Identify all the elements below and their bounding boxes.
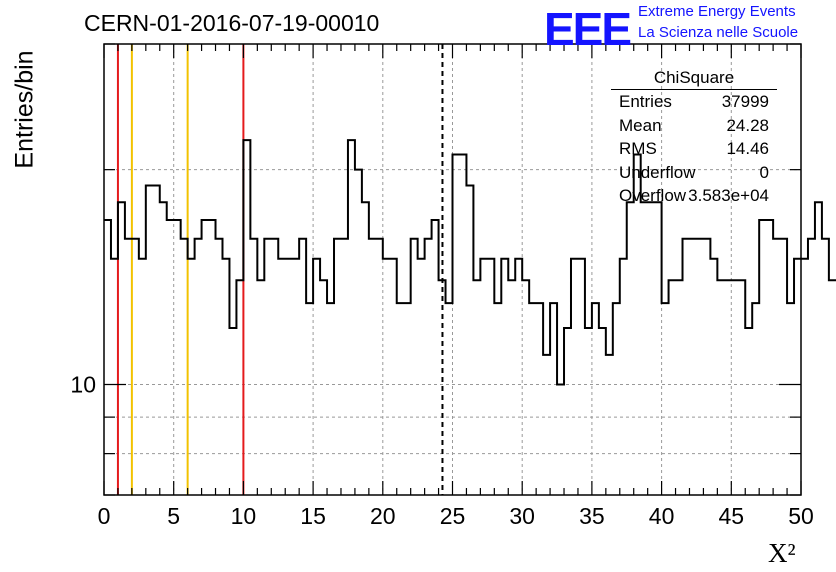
stats-row: RMS 14.46 [611, 137, 777, 161]
x-tick-label: 50 [788, 503, 814, 529]
stats-box: ChiSquare Entries 37999 Mean 24.28 RMS 14.4… [611, 68, 777, 208]
x-tick-label: 30 [509, 503, 535, 529]
reference-lines [116, 44, 444, 495]
stats-row: Overflow 3.583e+04 [611, 184, 777, 208]
x-tick-label: 40 [649, 503, 675, 529]
x-tick-label: 20 [370, 503, 396, 529]
eee-logo: EEE [544, 3, 632, 55]
stats-label: RMS [619, 139, 657, 158]
stats-row: Underflow 0 [611, 161, 777, 185]
stats-value: 24.28 [726, 115, 769, 135]
stats-value: 37999 [721, 92, 769, 111]
stats-label: Mean [619, 115, 662, 135]
tick-labels: 0 5 10 15 20 25 30 35 40 45 50 10 [70, 371, 813, 529]
stats-label: Underflow [619, 162, 696, 182]
y-axis-label: Entries/bin [10, 50, 39, 169]
x-tick-label: 5 [167, 503, 180, 529]
x-tick-label: 0 [98, 503, 111, 529]
stats-value: 3.583e+04 [688, 186, 769, 205]
axis-ticks [103, 43, 802, 496]
x-tick-label: 15 [300, 503, 326, 529]
stats-title: ChiSquare [611, 68, 777, 90]
x-tick-label: 10 [231, 503, 257, 529]
stats-label: Overflow [619, 186, 687, 205]
stats-label: Entries [619, 92, 672, 111]
x-tick-label: 25 [440, 503, 466, 529]
y-tick-label: 10 [70, 371, 96, 397]
x-tick-label: 45 [719, 503, 745, 529]
x-tick-label: 35 [579, 503, 605, 529]
logo-line-2: La Scienza nelle Scuole [638, 24, 799, 41]
x-axis-label: X² [768, 538, 796, 568]
logo-line-1: Extreme Energy Events [638, 3, 796, 20]
stats-value: 14.46 [726, 139, 769, 158]
stats-row: Entries 37999 [611, 90, 777, 114]
histogram-series [104, 139, 836, 386]
stats-value: 0 [759, 162, 769, 182]
stats-row: Mean 24.28 [611, 114, 777, 138]
chart-title: CERN-01-2016-07-19-00010 [84, 10, 380, 36]
